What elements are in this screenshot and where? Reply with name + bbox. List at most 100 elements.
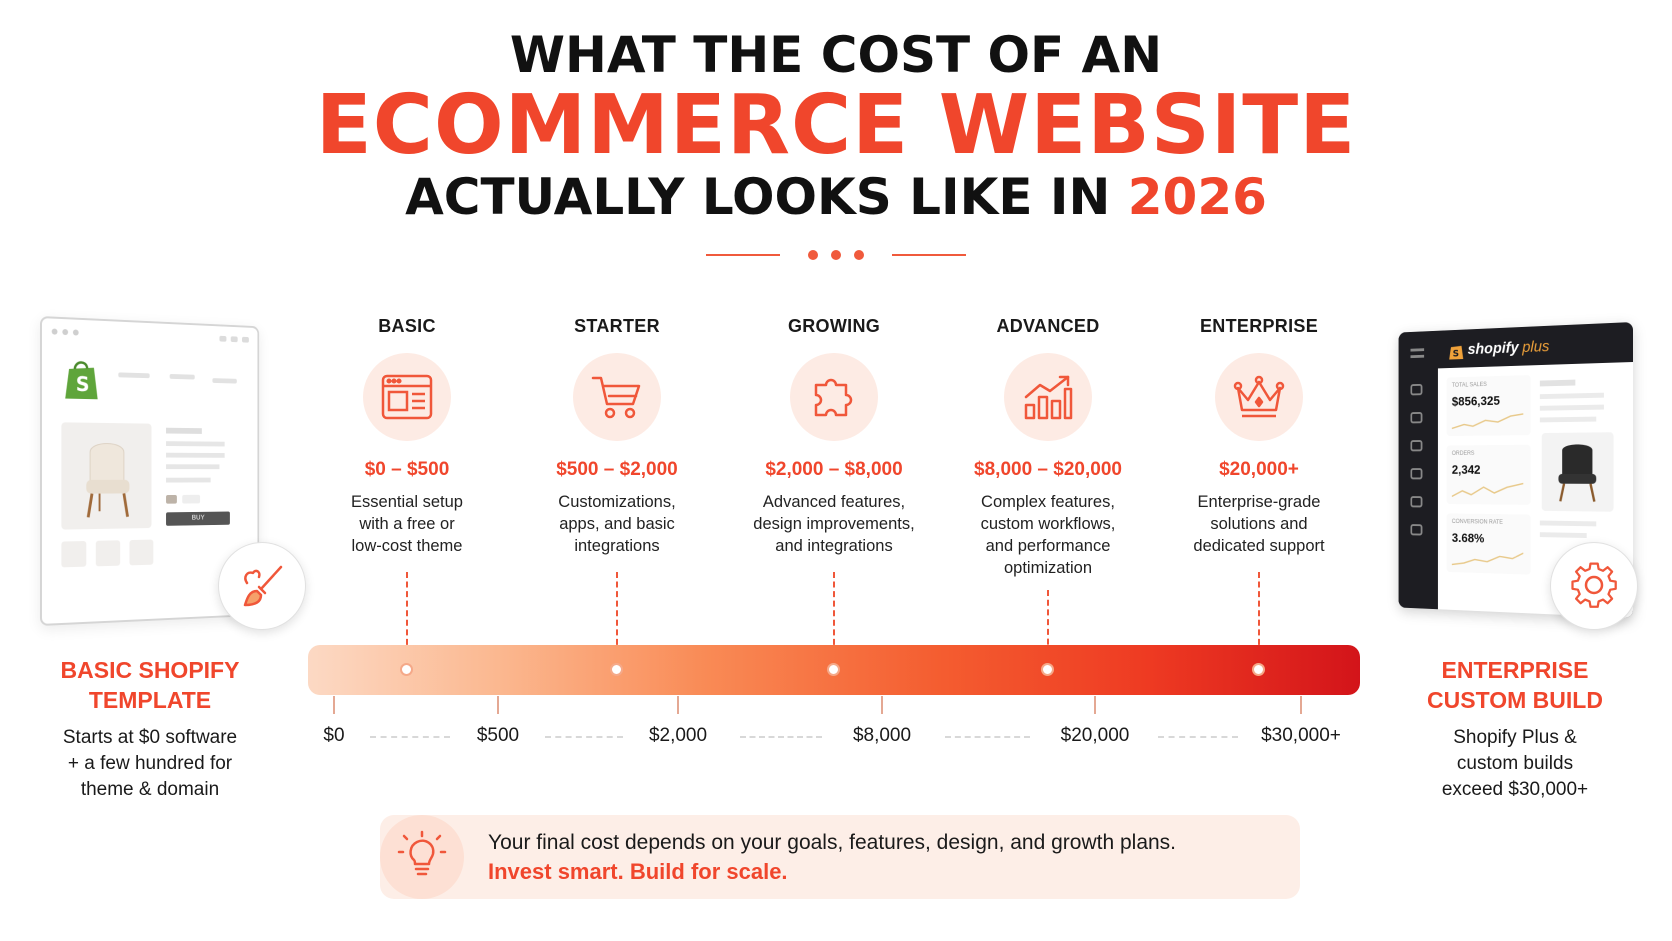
stat-value: 2,342 [1451,462,1481,477]
headline-line-3: ACTUALLY LOOKS LIKE IN 2026 [0,168,1672,226]
side-desc-line: Shopify Plus & [1453,727,1577,748]
axis-tick [881,696,883,714]
side-title-line: TEMPLATE [88,687,212,713]
tier-desc-line: Customizations, [558,493,676,511]
tier-desc-line: Enterprise-grade [1197,493,1321,511]
basic-template-description: Starts at $0 software + a few hundred fo… [20,725,280,803]
svg-text:S: S [76,373,90,396]
tier-description: Essential setup with a free or low-cost … [307,491,507,557]
cost-callout: Your final cost depends on your goals, f… [380,815,1300,899]
crown-icon [1215,353,1303,441]
tier-desc-line: design improvements, [753,515,915,533]
tier-description: Customizations, apps, and basic integrat… [517,491,717,557]
side-desc-line: + a few hundred for [67,753,233,774]
axis-tick [497,696,499,714]
buy-button: BUY [166,511,230,526]
tier-name: STARTER [574,316,660,336]
stat-card: CONVERSION RATE 3.68% [1446,513,1531,575]
tier-price: $0 – $500 [364,459,450,480]
divider-dot [831,250,841,260]
tier-desc-line: apps, and basic [559,515,675,533]
tier-desc-line: Essential setup [351,493,463,511]
bar-marker [610,663,623,676]
axis-label: $30,000+ [1261,725,1341,746]
brand-name: shopify [1467,339,1519,358]
stat-label: TOTAL SALES [1451,382,1487,389]
axis-label: $2,000 [648,725,708,746]
browser-dots [51,328,79,336]
bar-marker [827,663,840,676]
product-image [1541,432,1614,512]
product-thumbnails [61,539,154,568]
shopify-plus-logo: S shopify plus [1448,337,1549,360]
tier-desc-line: Complex features, [981,493,1115,511]
tier-connector [833,572,835,664]
stat-card: TOTAL SALES $856,325 [1446,375,1531,437]
side-desc-line: Starts at $0 software [62,727,238,748]
axis-dash [945,736,1030,738]
basic-template-mockup: S BUY [40,316,260,626]
axis-label: $8,000 [852,725,912,746]
dashboard-sidebar [1410,383,1423,536]
tier-desc-line: with a free or [359,515,455,533]
axis-label: $0 [323,725,345,746]
side-title-line: BASIC SHOPIFY [60,657,240,683]
tier-desc-line: solutions and [1210,515,1308,533]
stat-value: $856,325 [1451,393,1500,409]
axis-label: $500 [476,725,520,746]
tier-desc-line: Advanced features, [762,493,906,511]
paintbrush-icon [218,542,306,630]
side-title-line: CUSTOM BUILD [1427,687,1603,713]
axis-tick [1300,696,1302,714]
tier-desc-line: low-cost theme [351,537,463,555]
tier-connector [616,572,618,664]
side-title-line: ENTERPRISE [1441,657,1589,683]
tier-name: ADVANCED [996,316,1100,336]
basic-template-title: BASIC SHOPIFY TEMPLATE [30,655,270,715]
axis-dash [1158,736,1238,738]
divider-line-left [706,254,780,256]
axis-tick [333,696,335,714]
stat-label: ORDERS [1451,450,1475,457]
product-image [61,422,152,530]
tier-starter: STARTER $500 – $2,000 Customizations, ap… [517,316,717,557]
bar-marker [1252,663,1265,676]
browser-dots [219,335,249,343]
tier-desc-line: custom workflows, [980,515,1116,533]
divider-line-right [892,254,966,256]
svg-text:S: S [1453,348,1459,359]
headline-line-2: ECOMMERCE WEBSITE [315,78,1357,173]
stat-value: 3.68% [1451,530,1485,546]
brand-suffix: plus [1522,338,1550,356]
axis-label: $20,000 [1060,725,1130,746]
shopping-cart-icon [573,353,661,441]
tier-desc-line: and performance [985,537,1111,555]
side-desc-line: theme & domain [80,779,220,800]
headline-line-1: WHAT THE COST OF AN [509,26,1163,84]
puzzle-piece-icon [790,353,878,441]
divider-dot [854,250,864,260]
axis-dash [740,736,822,738]
tier-connector [1258,572,1260,664]
headline-line-3-prefix: ACTUALLY LOOKS LIKE IN [405,168,1128,226]
lightbulb-icon [380,815,464,899]
tier-name: GROWING [787,316,881,336]
tier-advanced: ADVANCED $8,000 – $20,000 Complex featur… [948,316,1148,579]
shopify-plus-dashboard-mockup: S shopify plus TOTAL SALES $856,325 ORDER… [1398,322,1633,618]
tier-desc-line: integrations [574,537,660,555]
gear-icon [1550,542,1638,630]
bar-marker [400,663,413,676]
growth-chart-icon [1004,353,1092,441]
shopify-bag-icon: S [1449,345,1464,360]
axis-dash [545,736,623,738]
tier-description: Complex features, custom workflows, and … [948,491,1148,579]
tier-description: Advanced features, design improvements, … [734,491,934,557]
tier-price: $500 – $2,000 [556,459,678,480]
tier-description: Enterprise-grade solutions and dedicated… [1159,491,1359,557]
tier-price: $8,000 – $20,000 [974,459,1122,480]
callout-tagline: Invest smart. Build for scale. [488,859,788,884]
tier-enterprise: ENTERPRISE $20,000+ Enterprise-grade sol… [1159,316,1359,557]
tier-connector [1047,590,1049,664]
tier-desc-line: dedicated support [1193,537,1325,555]
tier-connector [406,572,408,664]
